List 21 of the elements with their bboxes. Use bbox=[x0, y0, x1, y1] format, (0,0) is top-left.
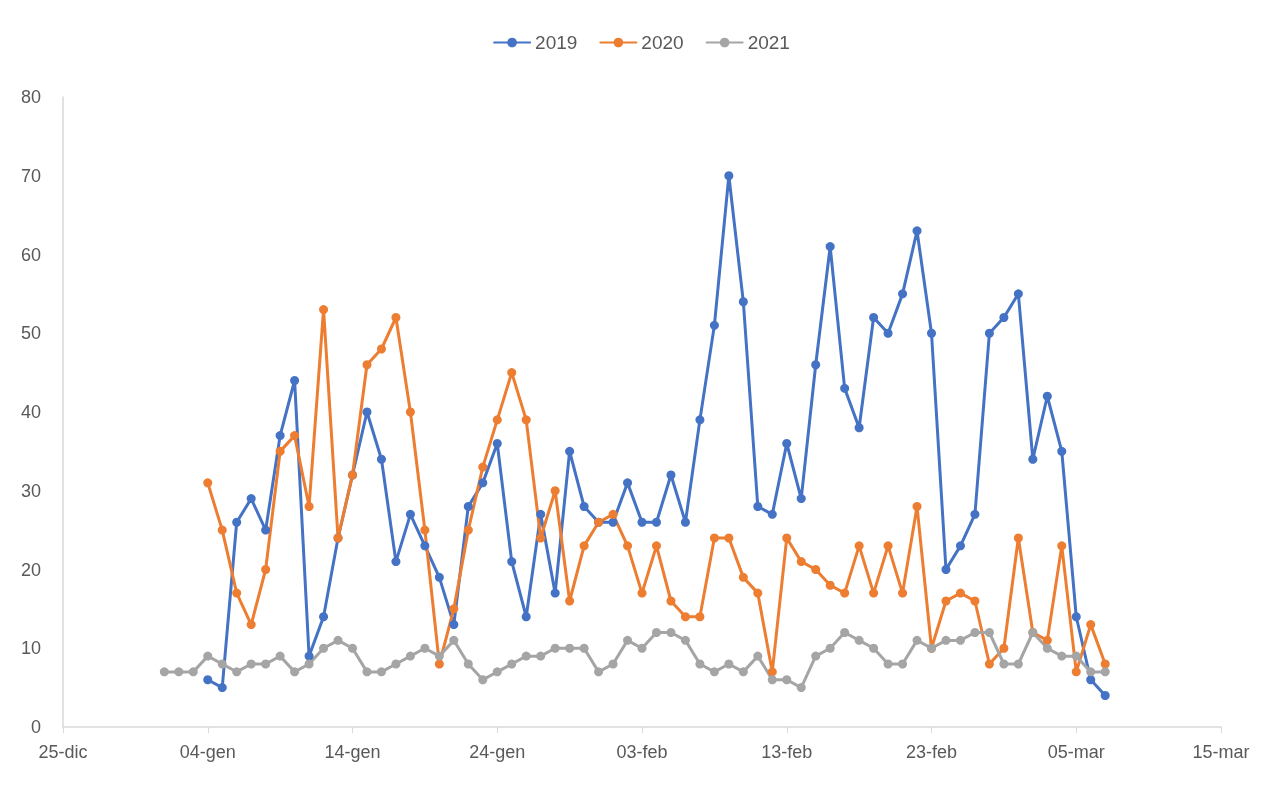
x-tick-label: 04-gen bbox=[179, 742, 236, 762]
legend-label: 2021 bbox=[747, 32, 790, 53]
x-tick-label: 24-gen bbox=[469, 742, 526, 762]
x-tick-label: 14-gen bbox=[324, 742, 381, 762]
x-tick-label: 05-mar bbox=[1047, 742, 1105, 762]
y-tick-label: 20 bbox=[20, 559, 41, 580]
legend-label: 2020 bbox=[641, 32, 684, 53]
y-tick-label: 50 bbox=[20, 323, 41, 344]
y-tick-label: 70 bbox=[20, 165, 41, 186]
y-tick-label: 80 bbox=[20, 87, 41, 107]
y-tick-label: 0 bbox=[30, 717, 41, 737]
x-tick-label: 13-feb bbox=[761, 742, 813, 762]
y-tick-label: 40 bbox=[20, 402, 41, 422]
y-tick-label: 10 bbox=[20, 638, 41, 659]
x-tick-label: 23-feb bbox=[905, 742, 958, 762]
y-tick-label: 60 bbox=[20, 244, 41, 265]
x-tick-label: 25-dic bbox=[38, 742, 88, 762]
x-tick-label: 03-feb bbox=[616, 742, 668, 762]
legend-label: 2019 bbox=[535, 32, 578, 53]
y-tick-label: 30 bbox=[20, 480, 41, 501]
x-tick-label: 15-mar bbox=[1192, 742, 1250, 762]
